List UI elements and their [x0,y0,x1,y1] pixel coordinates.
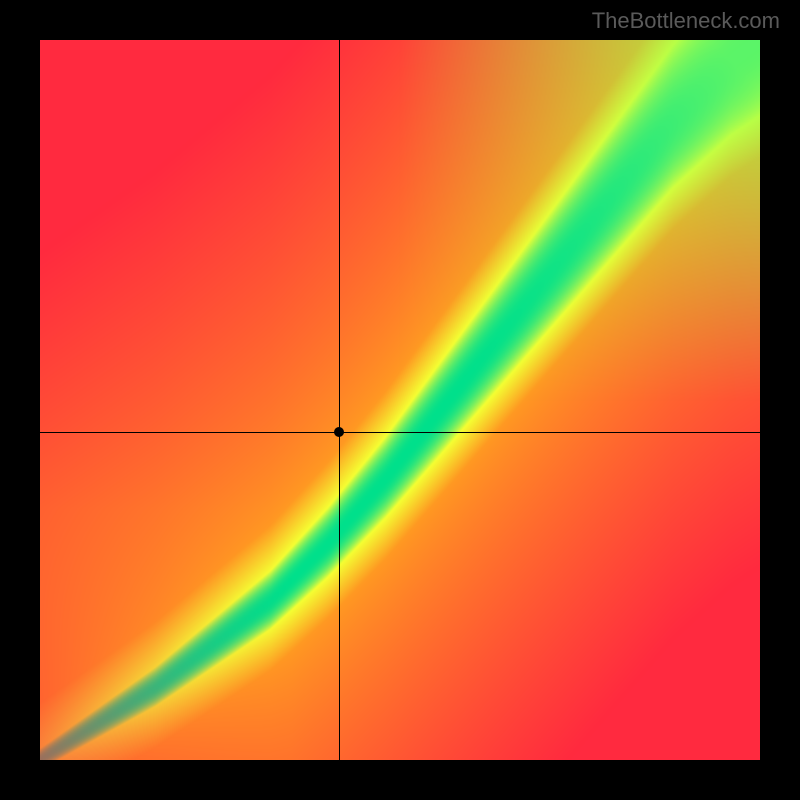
crosshair-marker [334,427,344,437]
plot-area [40,40,760,760]
watermark-text: TheBottleneck.com [592,8,780,34]
crosshair-vertical [339,40,340,760]
heatmap-canvas [40,40,760,760]
chart-container: TheBottleneck.com [0,0,800,800]
crosshair-horizontal [40,432,760,433]
